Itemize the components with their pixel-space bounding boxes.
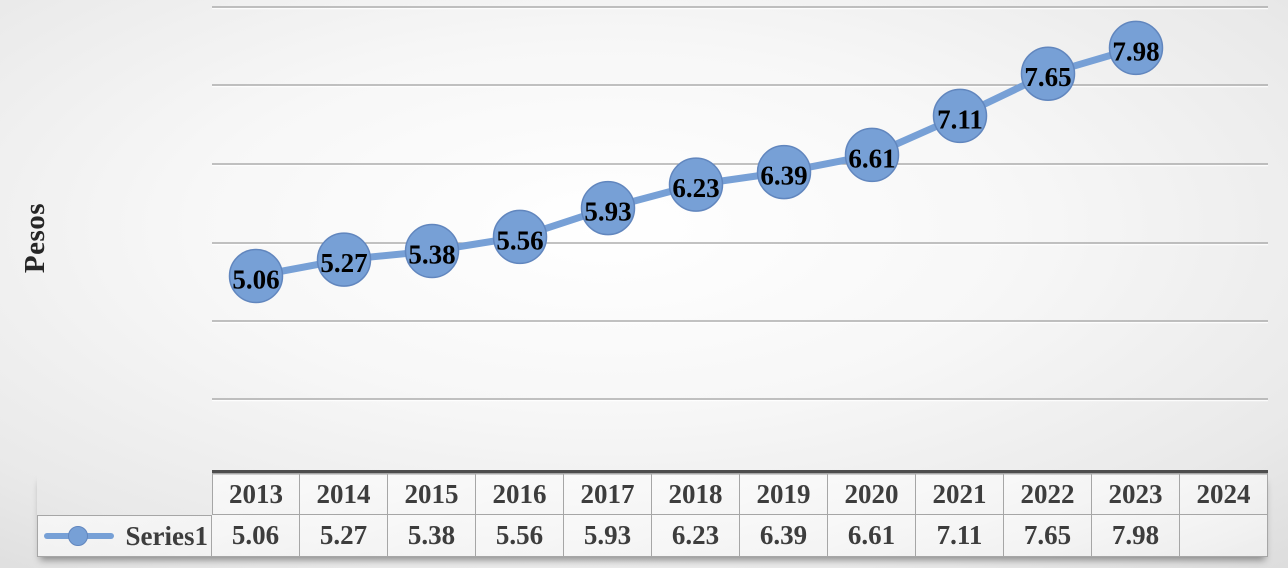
data-label-2021: 7.11 (937, 104, 983, 134)
series-legend-marker-icon (68, 526, 88, 546)
year-header-2018: 2018 (652, 473, 740, 515)
year-header-2013: 2013 (212, 473, 300, 515)
data-point-marker-2016 (492, 209, 548, 265)
data-label-2022: 7.65 (1024, 62, 1071, 92)
series-legend-label: Series1 (125, 521, 208, 551)
data-point-marker-2020 (844, 127, 900, 183)
data-label-2023: 7.98 (1112, 36, 1159, 66)
year-header-2017: 2017 (564, 473, 652, 515)
year-header-2019: 2019 (740, 473, 828, 515)
data-label-2016: 5.56 (496, 225, 543, 255)
value-cell-2016: 5.56 (476, 515, 564, 557)
data-point-marker-2021 (932, 88, 988, 144)
data-label-2013: 5.06 (232, 265, 279, 295)
value-cell-2020: 6.61 (828, 515, 916, 557)
year-header-2014: 2014 (300, 473, 388, 515)
data-point-marker-2018 (668, 157, 724, 212)
data-point-marker-2013 (228, 248, 284, 304)
value-cell-2015: 5.38 (388, 515, 476, 557)
data-point-marker-2015 (404, 223, 460, 279)
value-cell-2023: 7.98 (1092, 515, 1180, 557)
value-cell-2021: 7.11 (916, 515, 1004, 557)
year-header-2023: 2023 (1092, 473, 1180, 515)
legend-cell: Series1 (37, 515, 212, 557)
data-point-marker-2023 (1108, 20, 1164, 76)
data-point-marker-2019 (756, 144, 812, 200)
data-point-marker-2017 (580, 180, 636, 236)
data-label-2014: 5.27 (320, 248, 367, 278)
value-cell-2018: 6.23 (652, 515, 740, 557)
data-table: Series1 2013 2014 2015 2016 2017 2018 2019 2020… (37, 473, 1268, 557)
year-header-2022: 2022 (1004, 473, 1092, 515)
year-header-2015: 2015 (388, 473, 476, 515)
value-cell-2019: 6.39 (740, 515, 828, 557)
year-header-2021: 2021 (916, 473, 1004, 515)
data-label-2017: 5.93 (584, 197, 631, 227)
data-label-2019: 6.39 (760, 161, 807, 191)
data-label-2020: 6.61 (848, 143, 895, 173)
value-cell-2022: 7.65 (1004, 515, 1092, 557)
year-header-2016: 2016 (476, 473, 564, 515)
data-point-marker-2022 (1020, 46, 1076, 101)
value-cell-2013: 5.06 (212, 515, 300, 557)
value-cell-2024 (1180, 515, 1268, 557)
data-point-marker-2014 (316, 232, 372, 287)
data-label-2018: 6.23 (672, 173, 719, 203)
data-label-2015: 5.38 (408, 240, 455, 270)
value-cell-2017: 5.93 (564, 515, 652, 557)
year-header-2020: 2020 (828, 473, 916, 515)
year-header-2024: 2024 (1180, 473, 1268, 515)
value-cell-2014: 5.27 (300, 515, 388, 557)
